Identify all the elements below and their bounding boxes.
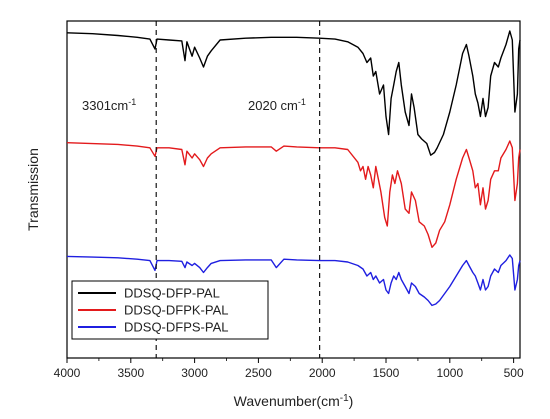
x-axis-title: Wavenumber(cm-1) [234,393,354,410]
x-tick-label-1500: 1500 [373,366,400,380]
legend-label-3: DDSQ-DFPS-PAL [124,320,229,335]
x-tick-label-2500: 2500 [245,366,272,380]
series-line-2 [66,140,521,248]
series-layer [66,30,521,307]
plot-area [66,20,521,359]
x-tick-label-2000: 2000 [309,366,336,380]
x-tick-label-4000: 4000 [54,366,81,380]
series-line-3 [66,254,521,307]
annotation-label-2: 2020 cm-1 [248,97,306,113]
x-tick-label-3000: 3000 [181,366,208,380]
x-tick-label-1000: 1000 [436,366,463,380]
axis-layer: 4000 3500 3000 2500 2000 1500 1000 500 Wavenumbe… [25,148,524,409]
y-axis-title: Transmission [25,148,41,231]
plot-frame [66,20,521,359]
annotation-label-1: 3301cm-1 [82,97,136,113]
annotation-layer: 3301cm-1 2020 cm-1 [82,21,321,358]
legend: DDSQ-DFP-PAL DDSQ-DFPK-PAL DDSQ-DFPS-PAL [71,280,269,340]
x-tick-label-500: 500 [504,366,524,380]
legend-label-2: DDSQ-DFPK-PAL [124,303,229,318]
legend-label-1: DDSQ-DFP-PAL [124,286,220,301]
x-tick-label-3500: 3500 [117,366,144,380]
series-line-1 [66,30,521,156]
